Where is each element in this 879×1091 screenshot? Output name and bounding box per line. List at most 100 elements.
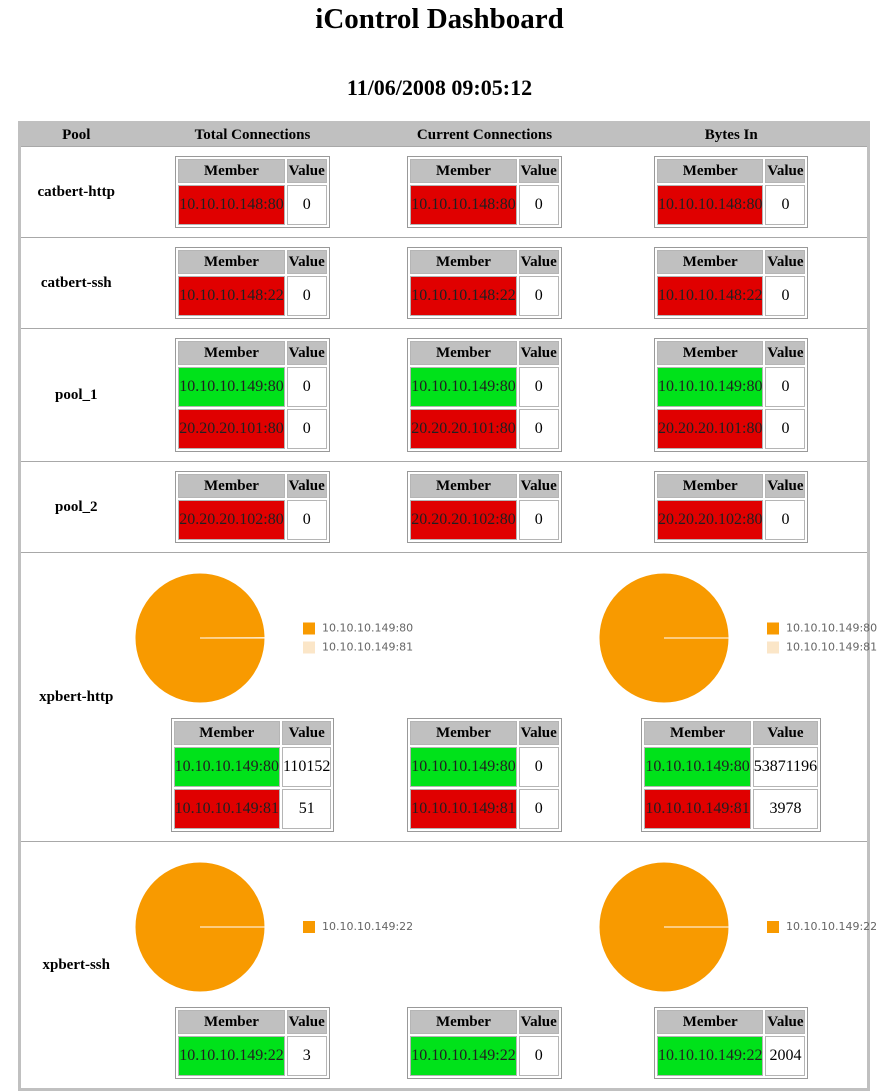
legend-label: 10.10.10.149:22 — [322, 920, 413, 933]
member-value: 0 — [765, 276, 805, 316]
member-address: 10.10.10.149:80 — [178, 367, 284, 407]
legend-swatch — [303, 623, 315, 635]
member-address: 10.10.10.149:22 — [657, 1036, 763, 1076]
value-header: Value — [519, 250, 559, 274]
member-header: Member — [410, 474, 516, 498]
member-value: 0 — [287, 367, 327, 407]
pool-name: catbert-http — [20, 147, 132, 238]
member-address: 10.10.10.149:80 — [174, 747, 280, 787]
member-header: Member — [178, 250, 284, 274]
member-value: 0 — [287, 276, 327, 316]
member-address: 10.10.10.149:22 — [178, 1036, 284, 1076]
member-address: 20.20.20.102:80 — [178, 500, 284, 540]
value-header: Value — [765, 1010, 805, 1034]
member-value: 3978 — [753, 789, 818, 829]
member-value: 0 — [519, 789, 559, 829]
value-header: Value — [287, 1010, 327, 1034]
member-header: Member — [410, 721, 516, 745]
column-header: Current Connections — [374, 123, 596, 147]
member-value: 0 — [519, 500, 559, 540]
member-address: 10.10.10.149:80 — [410, 367, 516, 407]
member-header: Member — [657, 159, 763, 183]
value-header: Value — [765, 159, 805, 183]
value-header: Value — [519, 474, 559, 498]
member-value: 3 — [287, 1036, 327, 1076]
member-header: Member — [178, 341, 284, 365]
member-address: 10.10.10.149:22 — [410, 1036, 516, 1076]
column-header: Bytes In — [596, 123, 869, 147]
member-address: 20.20.20.102:80 — [657, 500, 763, 540]
member-value: 0 — [519, 1036, 559, 1076]
page: iControl Dashboard 11/06/2008 09:05:12 P… — [0, 0, 879, 1013]
pool-name: pool_2 — [20, 462, 132, 553]
member-value: 53871196 — [753, 747, 818, 787]
member-value: 0 — [519, 409, 559, 449]
value-header: Value — [287, 250, 327, 274]
title: iControl Dashboard — [0, 3, 879, 36]
pie-slice — [135, 862, 265, 992]
member-value: 0 — [287, 409, 327, 449]
member-address: 20.20.20.101:80 — [410, 409, 516, 449]
member-address: 20.20.20.101:80 — [178, 409, 284, 449]
legend-label: 10.10.10.149:81 — [322, 641, 413, 654]
member-value: 0 — [519, 747, 559, 787]
member-header: Member — [174, 721, 280, 745]
pool-name: xpbert-http — [20, 553, 132, 842]
value-header: Value — [282, 721, 331, 745]
member-address: 20.20.20.101:80 — [657, 409, 763, 449]
member-address: 10.10.10.149:80 — [657, 367, 763, 407]
pool-name: catbert-ssh — [20, 238, 132, 329]
value-header: Value — [519, 1010, 559, 1034]
legend-swatch — [767, 921, 779, 933]
legend-label: 10.10.10.149:22 — [786, 920, 877, 933]
column-header: Pool — [20, 123, 132, 147]
member-address: 10.10.10.149:81 — [644, 789, 750, 829]
value-header: Value — [287, 474, 327, 498]
member-header: Member — [178, 474, 284, 498]
legend-swatch — [303, 642, 315, 654]
value-header: Value — [287, 159, 327, 183]
